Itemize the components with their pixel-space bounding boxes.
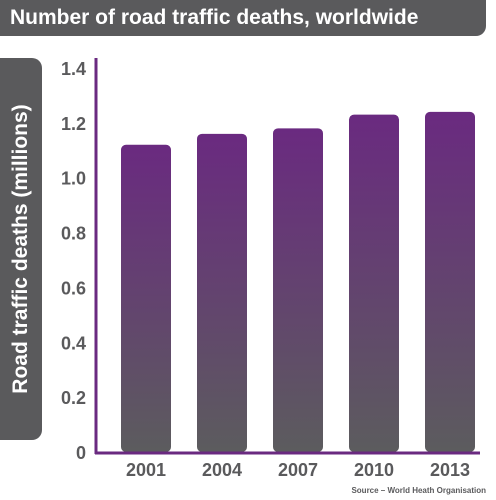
y-tick-label-0.6: 0.6	[61, 278, 86, 298]
bar-2010	[349, 114, 399, 452]
bar-2013	[425, 111, 475, 452]
y-tick-label-1.2: 1.2	[61, 114, 86, 134]
y-axis-label-panel	[0, 58, 42, 440]
y-tick-label-0.2: 0.2	[61, 388, 86, 408]
x-tick-label-2004: 2004	[202, 460, 242, 480]
x-tick-label-2001: 2001	[126, 460, 166, 480]
x-tick-label-2010: 2010	[354, 460, 394, 480]
source-note: Source – World Heath Organisation	[351, 486, 486, 495]
y-tick-label-0.8: 0.8	[61, 224, 86, 244]
bar-2001	[121, 144, 171, 453]
y-tick-label-1.4: 1.4	[61, 59, 86, 79]
chart-title: Number of road traffic deaths, worldwide	[0, 0, 486, 36]
y-ticks-group: 0 0.2 0.4 0.6 0.8 1.0 1.2 1.4	[61, 59, 86, 463]
y-tick-label-0: 0	[76, 443, 86, 463]
x-tick-label-2013: 2013	[430, 460, 470, 480]
x-tick-label-2007: 2007	[278, 460, 318, 480]
y-tick-label-1.0: 1.0	[61, 169, 86, 189]
y-tick-label-0.4: 0.4	[61, 333, 86, 353]
bar-2004	[197, 133, 247, 453]
x-ticks-group: 2001 2004 2007 2010 2013	[126, 460, 470, 480]
bars-group	[121, 111, 475, 453]
bar-2007	[273, 128, 323, 453]
axes-group	[94, 58, 480, 455]
